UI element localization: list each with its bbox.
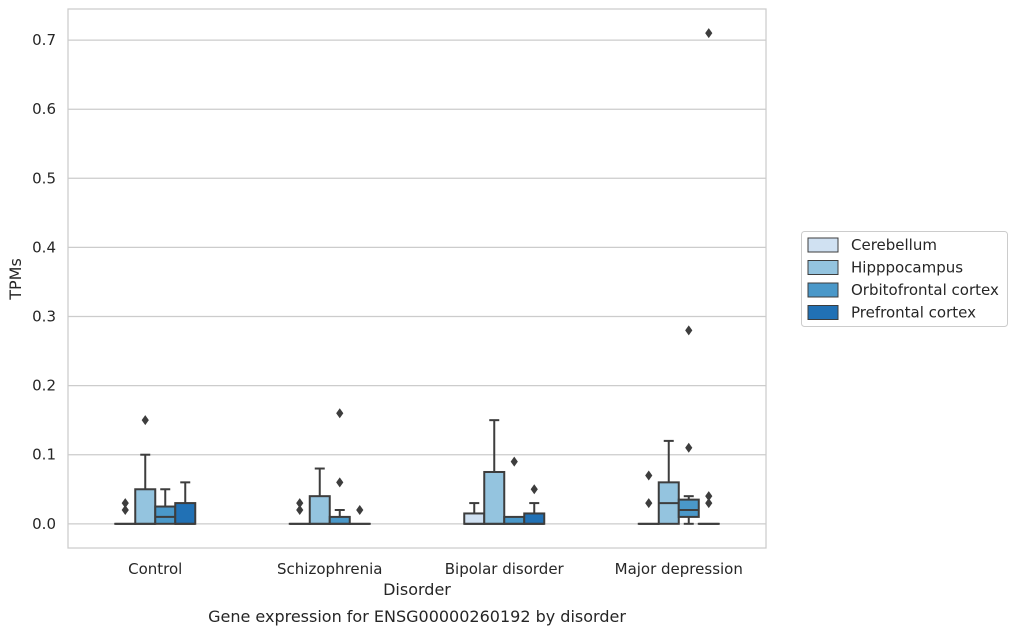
- plot-frame: [67, 8, 767, 549]
- box: [463, 502, 486, 525]
- outlier-point: [141, 415, 149, 426]
- box-body: [154, 505, 177, 525]
- box-body: [503, 515, 526, 525]
- chart-caption: Gene expression for ENSG00000260192 by d…: [208, 607, 626, 626]
- x-axis-label: Disorder: [383, 580, 451, 599]
- outlier-point: [296, 504, 304, 515]
- box: [134, 415, 157, 525]
- y-axis-ticks: 0.0 0.1 0.2 0.3 0.4 0.5 0.6 0.7: [32, 31, 56, 533]
- y-tick-label: 0.7: [32, 31, 56, 49]
- box-body: [677, 498, 700, 518]
- outlier-point: [705, 498, 713, 509]
- legend-swatch: [807, 305, 839, 320]
- x-axis-ticks: Control Schizophrenia Bipolar disorder Majo…: [128, 560, 743, 578]
- box: [483, 419, 506, 525]
- outlier-point: [685, 442, 693, 453]
- series-group: [134, 415, 680, 525]
- box: [174, 481, 197, 525]
- box-body: [134, 488, 157, 525]
- box: [154, 488, 177, 525]
- y-tick-label: 0.6: [32, 100, 56, 118]
- legend-item: Cerebellum: [807, 236, 937, 254]
- grid-lines: [68, 39, 766, 525]
- box: [288, 498, 311, 525]
- box: [677, 325, 700, 525]
- legend-frame: [801, 231, 1008, 327]
- y-tick-label: 0.2: [32, 377, 56, 395]
- outlier-point: [705, 491, 713, 502]
- legend-swatch: [807, 237, 839, 253]
- box-body: [174, 502, 197, 525]
- outlier-point: [121, 498, 129, 509]
- box: [697, 28, 720, 525]
- y-tick-label: 0.1: [32, 446, 56, 464]
- outlier-point: [356, 504, 364, 515]
- box-plot-series: [114, 28, 720, 525]
- y-tick-label: 0.0: [32, 515, 56, 533]
- box: [657, 439, 680, 525]
- legend-label: Hipppocampus: [851, 259, 963, 277]
- legend-item: Orbitofrontal cortex: [807, 281, 999, 299]
- outlier-point: [645, 470, 653, 481]
- legend: Cerebellum Hipppocampus Orbitofrontal cort…: [801, 231, 1008, 327]
- box-body: [328, 515, 351, 525]
- box: [308, 467, 331, 525]
- outlier-point: [336, 477, 344, 488]
- outlier-point: [685, 325, 693, 336]
- box-body: [308, 495, 331, 525]
- box: [523, 484, 546, 525]
- box: [348, 504, 371, 525]
- outlier-point: [296, 498, 304, 509]
- x-tick-label: Bipolar disorder: [445, 560, 565, 578]
- outlier-point: [510, 456, 518, 467]
- box: [114, 498, 137, 525]
- legend-label: Orbitofrontal cortex: [851, 281, 999, 299]
- box-body: [523, 512, 546, 525]
- legend-swatch: [807, 282, 839, 298]
- outlier-point: [121, 504, 129, 515]
- x-tick-label: Major depression: [615, 560, 743, 578]
- box: [637, 470, 660, 525]
- series-group: [154, 325, 700, 525]
- outlier-point: [645, 498, 653, 509]
- box: [328, 408, 351, 525]
- y-tick-label: 0.5: [32, 169, 56, 187]
- outlier-point: [336, 408, 344, 419]
- outlier-point: [705, 28, 713, 39]
- legend-item: Prefrontal cortex: [807, 304, 976, 322]
- box-body: [463, 512, 486, 525]
- legend-item: Hipppocampus: [807, 259, 963, 277]
- y-tick-label: 0.4: [32, 238, 56, 256]
- outlier-point: [530, 484, 538, 495]
- series-group: [174, 28, 720, 525]
- x-tick-label: Schizophrenia: [277, 560, 382, 578]
- box-body: [483, 470, 506, 525]
- x-tick-label: Control: [128, 560, 182, 578]
- y-tick-label: 0.3: [32, 308, 56, 326]
- series-group: [114, 470, 660, 525]
- y-axis-label: TPMs: [6, 258, 25, 301]
- legend-label: Prefrontal cortex: [851, 304, 976, 322]
- legend-label: Cerebellum: [851, 236, 937, 254]
- box: [503, 456, 526, 525]
- legend-swatch: [807, 260, 839, 275]
